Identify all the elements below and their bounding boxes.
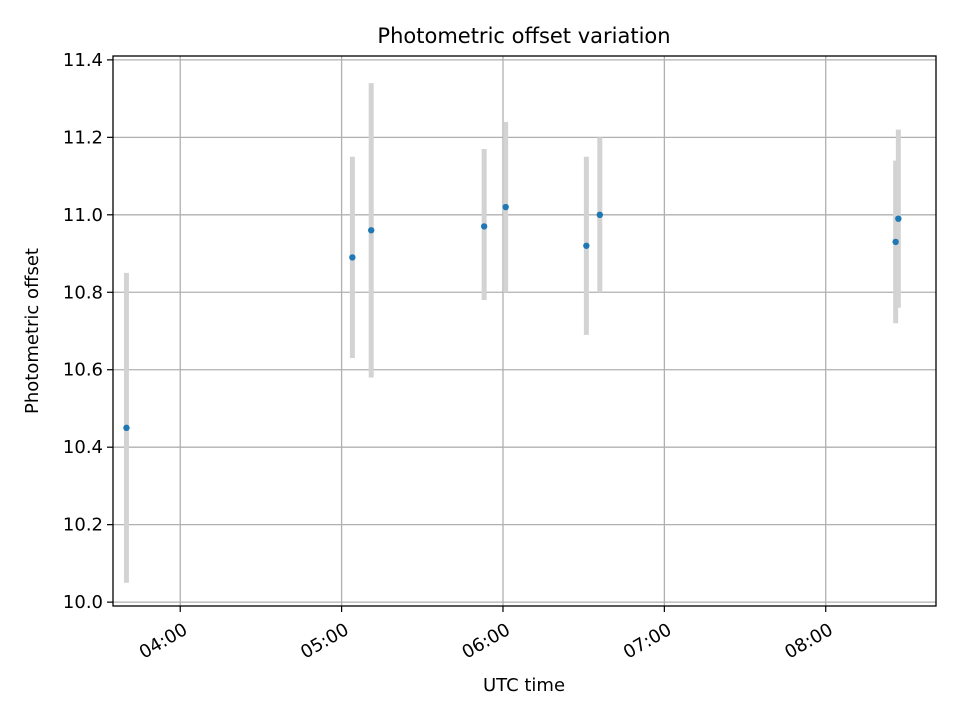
x-tick-label: 08:00	[781, 619, 836, 663]
y-axis-label: Photometric offset	[22, 248, 43, 414]
data-point	[349, 254, 356, 261]
data-point	[895, 215, 902, 222]
data-points	[123, 203, 902, 432]
y-tick-label: 11.0	[63, 205, 103, 226]
y-tick-label: 11.2	[63, 127, 103, 148]
grid	[113, 56, 936, 606]
error-bars	[123, 83, 901, 583]
data-point	[892, 238, 899, 246]
chart-title: Photometric offset variation	[377, 24, 670, 48]
x-tick-label: 07:00	[620, 619, 675, 663]
y-tick-label: 10.8	[63, 282, 103, 303]
data-point	[480, 223, 488, 230]
y-tick-label: 11.4	[63, 50, 103, 71]
x-tick-label: 05:00	[297, 619, 352, 663]
x-axis-label: UTC time	[483, 675, 565, 696]
data-point	[367, 227, 375, 234]
y-tick-label: 10.2	[63, 515, 103, 536]
y-tick-label: 10.0	[63, 592, 103, 613]
y-tick-label: 10.6	[63, 360, 103, 381]
data-point	[123, 424, 130, 432]
data-point	[596, 211, 604, 219]
plot-frame	[112, 55, 937, 607]
ticks: 04:00 05:00 06:00 07:00 08:00 10.0 10.2 10.4 10.…	[63, 50, 837, 663]
x-tick-label: 06:00	[458, 619, 513, 663]
data-point	[502, 203, 509, 211]
data-point	[583, 242, 590, 249]
x-tick-label: 04:00	[136, 619, 191, 663]
y-tick-label: 10.4	[63, 437, 103, 458]
